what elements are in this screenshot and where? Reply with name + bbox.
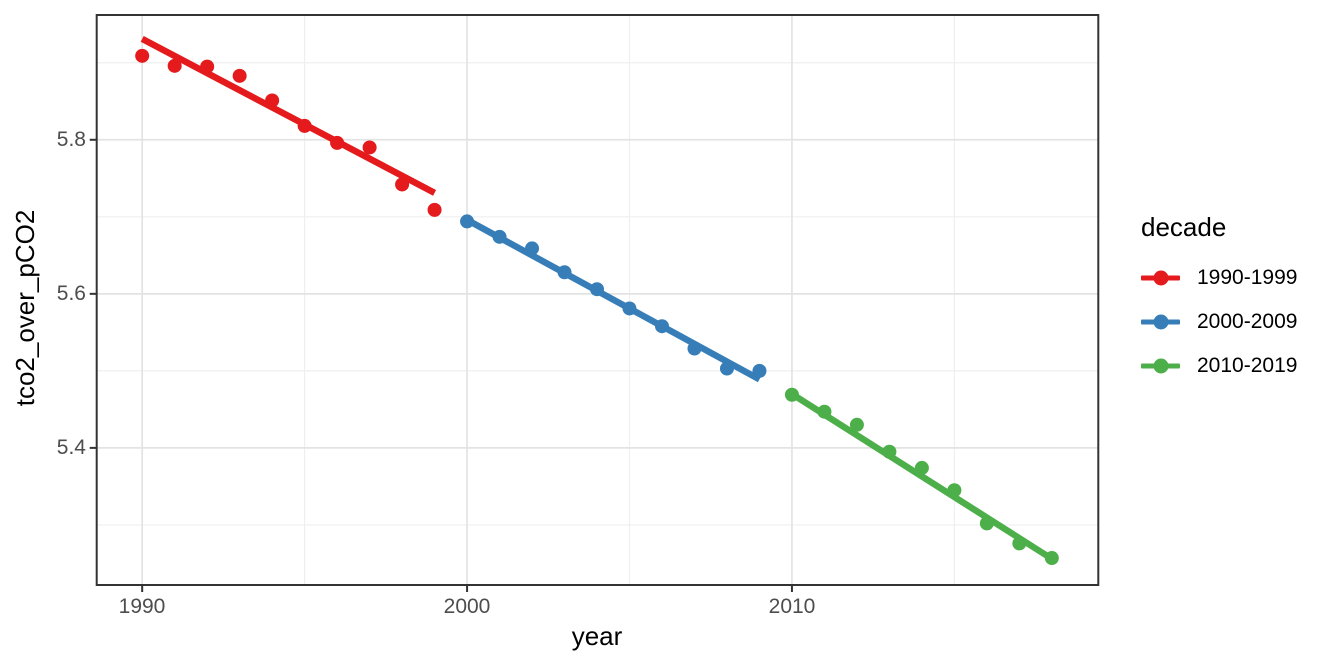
data-point	[849, 417, 864, 432]
panel-border	[95, 14, 1100, 586]
legend-label: 2010-2019	[1197, 354, 1298, 377]
y-tick-label: 5.8	[56, 128, 86, 151]
legend-entry: 1990-1999	[1141, 256, 1297, 300]
data-point	[362, 140, 377, 155]
y-axis-title: tco2_over_pCO2	[10, 209, 40, 407]
legend-key-dot	[1153, 270, 1168, 286]
legend-title: decade	[1141, 212, 1227, 242]
legend-key-dot	[1153, 314, 1168, 330]
x-tick-label: 2000	[443, 595, 491, 618]
y-tick-label: 5.4	[56, 436, 86, 459]
legend-entry: 2000-2009	[1141, 300, 1297, 344]
plot-panel	[96, 15, 1099, 585]
x-axis-title: year	[571, 621, 623, 651]
legend-label: 2000-2009	[1197, 310, 1298, 333]
x-tick-label: 2010	[768, 595, 816, 618]
data-point	[135, 48, 150, 63]
legend-key-dot	[1153, 358, 1168, 374]
legend-key	[1141, 268, 1180, 288]
trend-line	[790, 391, 1054, 562]
data-point	[167, 58, 182, 73]
legend: decade 1990-1999 2000-2009 2010-2019	[1141, 212, 1297, 388]
legend-key	[1141, 356, 1180, 376]
x-tick-label: 1990	[118, 595, 166, 618]
legend-entry: 2010-2019	[1141, 344, 1297, 388]
y-tick-label: 5.6	[56, 282, 86, 305]
data-point	[427, 202, 442, 217]
trend-line	[465, 217, 762, 383]
data-point	[232, 68, 247, 83]
legend-label: 1990-1999	[1197, 266, 1298, 289]
trend-line	[140, 36, 437, 196]
legend-key	[1141, 312, 1180, 332]
